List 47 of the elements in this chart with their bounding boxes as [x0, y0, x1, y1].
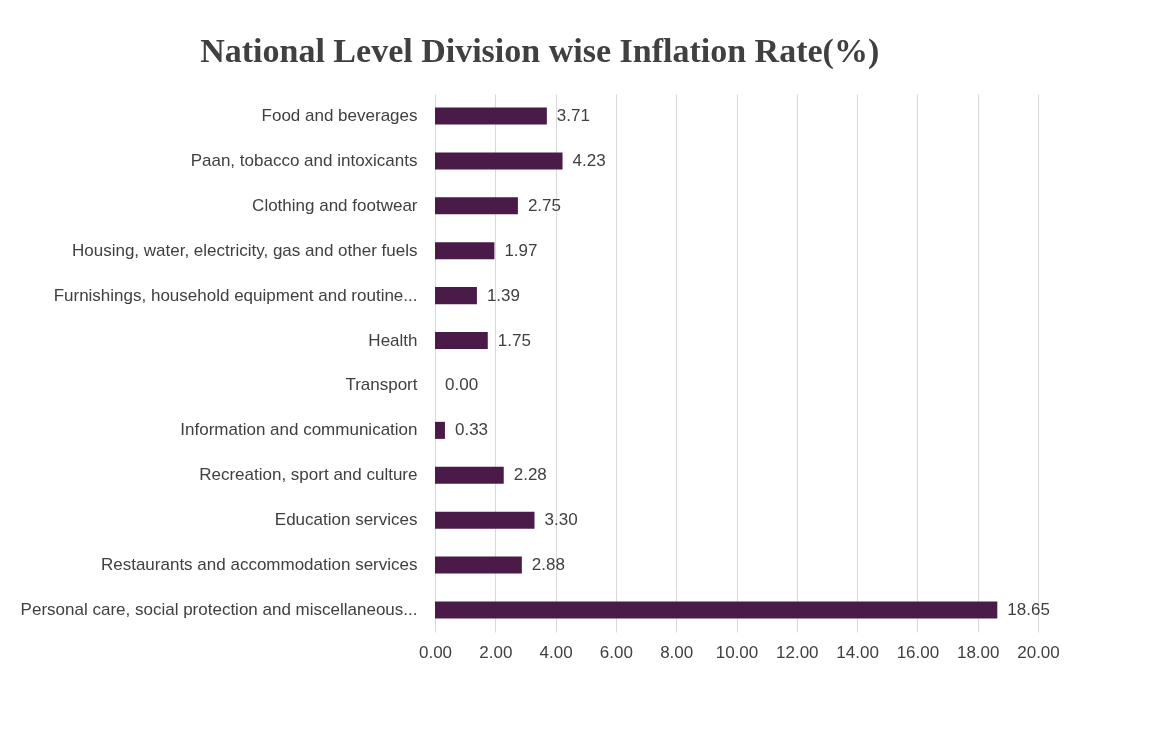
y-tick-label: Paan, tobacco and intoxicants	[190, 150, 418, 170]
y-tick-label: Furnishings, household equipment and routine...	[53, 285, 418, 305]
bar	[435, 511, 535, 529]
bar	[435, 601, 998, 619]
data-label: 3.30	[544, 510, 578, 530]
chart-title: National Level Division wise Inflation Rate(%)	[200, 32, 880, 70]
data-label: 3.71	[556, 106, 590, 126]
data-label: 0.33	[454, 420, 489, 440]
x-tick-label: 8.00	[660, 642, 694, 662]
x-tick-label: 14.00	[836, 642, 879, 662]
data-label: 18.65	[1007, 599, 1050, 619]
x-tick-label: 2.00	[479, 642, 513, 662]
y-tick-label: Clothing and footwear	[252, 195, 418, 215]
bar	[435, 466, 504, 484]
data-label: 1.97	[504, 240, 538, 260]
y-tick-label: Education services	[274, 510, 418, 530]
y-tick-label: Recreation, sport and culture	[199, 465, 418, 485]
x-tick-label: 10.00	[715, 642, 759, 662]
y-tick-label: Health	[368, 330, 418, 350]
y-tick-label: Information and communication	[180, 420, 418, 440]
bar	[435, 332, 488, 350]
bar	[435, 556, 522, 574]
bar	[435, 242, 495, 260]
bar	[435, 107, 547, 125]
x-tick-label: 4.00	[539, 642, 573, 662]
x-tick-label: 20.00	[1017, 642, 1060, 662]
x-tick-label: 16.00	[896, 642, 940, 662]
bar	[435, 152, 563, 170]
y-tick-label: Food and beverages	[261, 106, 418, 126]
data-label: 2.28	[513, 465, 547, 485]
data-label: 2.75	[527, 195, 562, 215]
x-tick-label: 6.00	[599, 642, 633, 662]
x-tick-label: 0.00	[418, 642, 453, 662]
y-tick-label: Housing, water, electricity, gas and other fuels	[71, 240, 418, 260]
y-tick-label: Transport	[345, 375, 418, 395]
data-label: 4.23	[572, 150, 606, 170]
x-tick-label: 12.00	[776, 642, 819, 662]
x-tick-label: 18.00	[956, 642, 1000, 662]
bar	[435, 287, 477, 305]
bar	[435, 197, 518, 215]
data-label: 1.39	[486, 285, 520, 305]
y-tick-label: Restaurants and accommodation services	[100, 555, 418, 575]
y-tick-label: Personal care, social protection and miscellaneous...	[20, 599, 418, 619]
bar	[435, 421, 445, 439]
data-label: 0.00	[445, 375, 479, 395]
data-label: 1.75	[497, 330, 531, 350]
data-label: 2.88	[531, 555, 565, 575]
